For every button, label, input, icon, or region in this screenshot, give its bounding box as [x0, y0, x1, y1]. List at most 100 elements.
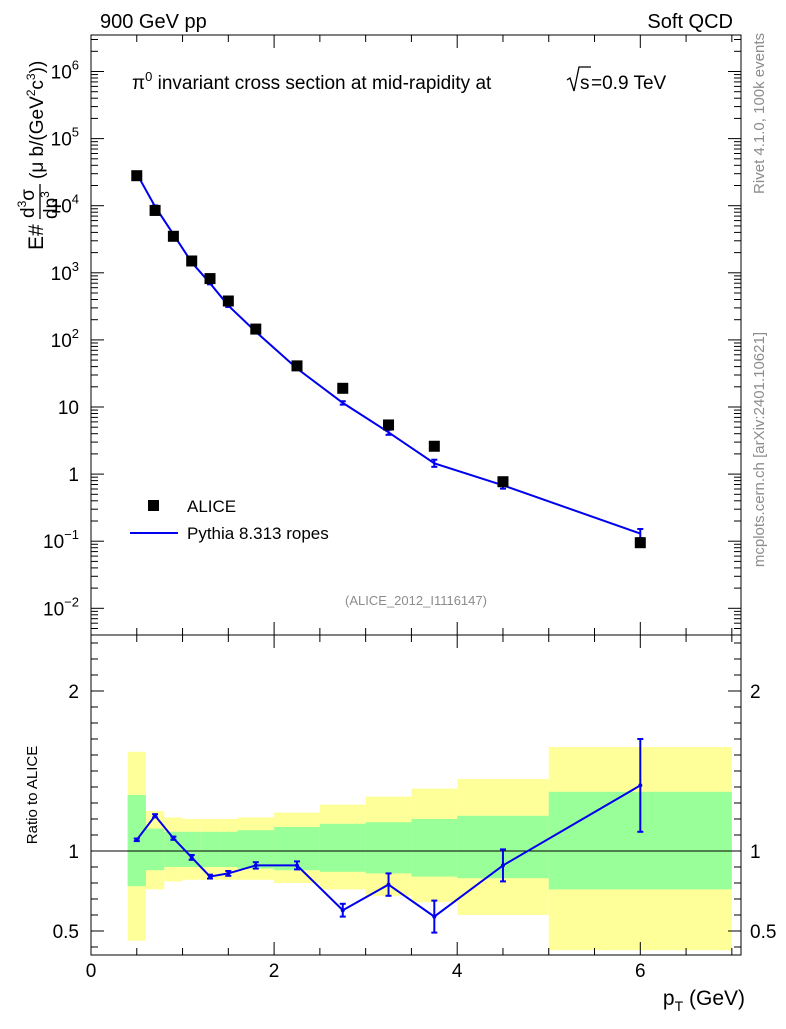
title-prefix: π	[132, 73, 145, 94]
rivet-version-label: Rivet 4.1.0, 100k events	[751, 33, 768, 194]
main-y-tick-label: 10	[58, 398, 79, 419]
sqrt-symbol-icon	[566, 66, 591, 92]
main-y-tick-label-exponent: −1	[64, 527, 79, 542]
ratio-tick-marks	[90, 635, 741, 955]
ratio-y-tick-label-left: 0.5	[53, 922, 79, 943]
ratio-y-tick-label-right: 0.5	[750, 922, 776, 943]
band-inner-bin	[319, 823, 366, 872]
ratio-data-layer	[133, 738, 644, 934]
main-y-tick-label-base: 1	[68, 465, 79, 486]
legend-label-alice: ALICE	[187, 497, 236, 516]
data-point-alice	[149, 204, 161, 216]
legend: ALICE Pythia 8.313 ropes	[130, 497, 329, 543]
main-y-tick-label: 104	[51, 192, 79, 218]
data-point-alice	[634, 537, 646, 549]
data-point-alice	[131, 170, 143, 182]
title-mid: invariant cross section at mid-rapidity …	[152, 73, 492, 94]
data-point-alice	[222, 295, 234, 307]
main-y-tick-label: 106	[51, 58, 79, 84]
band-inner-bin	[164, 831, 183, 867]
band-inner-bin	[219, 831, 238, 867]
band-inner-bin	[145, 828, 165, 871]
x-tick-label: 2	[269, 961, 280, 982]
main-y-tick-label-base: 10	[51, 331, 72, 352]
main-y-tick-label-exponent: 2	[72, 326, 79, 341]
main-y-tick-label-base: 10	[58, 398, 79, 419]
main-y-tick-label: 102	[51, 326, 79, 352]
ylabel-unit-mid: c	[27, 80, 48, 90]
band-inner-bin	[182, 831, 201, 867]
title-sup: 0	[145, 69, 152, 84]
data-point-alice	[291, 360, 303, 372]
svg-text:(μ b/(GeV2c3)): (μ b/(GeV2c3))	[24, 61, 48, 179]
main-y-tick-label-exponent: 4	[72, 192, 79, 207]
ratio-y-tick-label-right: 1	[750, 842, 761, 863]
ratio-y-tick-label-left: 2	[68, 682, 79, 703]
mcplots-label: mcplots.cern.ch [arXiv:2401.10621]	[751, 332, 768, 567]
main-y-tick-label-exponent: 5	[72, 125, 79, 140]
ratio-point	[189, 855, 194, 860]
main-y-tick-label-base: 10	[51, 264, 72, 285]
ratio-point	[253, 863, 258, 868]
ratio-y-tick-label-left: 1	[68, 842, 79, 863]
ylabel-unit-close: ))	[27, 61, 48, 74]
main-y-tick-label: 103	[51, 259, 79, 285]
main-y-tick-label: 105	[51, 125, 79, 151]
header-right-label: Soft QCD	[647, 11, 733, 33]
band-inner-bin	[411, 819, 458, 877]
main-y-tick-label-exponent: 3	[72, 259, 79, 274]
ratio-point	[134, 837, 139, 842]
data-point-alice	[204, 273, 216, 285]
svg-text:dp3: dp3	[38, 191, 62, 219]
main-data-layer	[131, 170, 646, 549]
main-tick-marks	[90, 35, 741, 636]
ratio-point	[386, 882, 391, 887]
ylabel-numerator-sup: 3	[15, 200, 29, 207]
ratio-point	[171, 836, 176, 841]
band-inner-bin	[200, 831, 220, 867]
data-point-alice	[167, 230, 179, 242]
title-suffix: =0.9 TeV	[591, 73, 667, 94]
main-y-tick-label: 1	[68, 465, 79, 486]
xlabel-unit: (GeV)	[683, 987, 745, 1010]
main-y-tick-label-base: 10	[51, 197, 72, 218]
ratio-point	[226, 871, 231, 876]
ratio-tick-labels: 2 2 1 1 0.5 0.5 0 2 4 6	[53, 682, 777, 982]
x-axis-label: pT (GeV)	[663, 987, 745, 1014]
ylabel-unit-open: (μ b/(GeV	[27, 96, 48, 179]
header-left-label: 900 GeV pp	[100, 11, 207, 33]
title-sqrt-arg: s	[580, 73, 590, 94]
ratio-point	[208, 874, 213, 879]
data-point-alice	[337, 382, 349, 394]
ylabel-prefix: E#	[25, 224, 48, 250]
ratio-point	[153, 813, 158, 818]
x-tick-label: 4	[452, 961, 463, 982]
main-y-tick-label-base: 10	[51, 130, 72, 151]
data-point-alice	[497, 476, 509, 488]
xlabel-subscript: T	[675, 998, 684, 1014]
main-y-tick-label-exponent: −2	[64, 594, 79, 609]
ylabel-unit-sup2: 3	[24, 73, 38, 80]
legend-marker-alice	[148, 500, 159, 511]
ratio-point	[294, 863, 299, 868]
ylabel-numerator-sym: σ	[18, 189, 39, 201]
band-inner-bin	[365, 822, 412, 874]
data-point-alice	[428, 440, 440, 452]
main-y-tick-label-base: 10	[43, 599, 64, 620]
ratio-point	[340, 908, 345, 913]
svg-text:E#: E#	[25, 224, 48, 250]
legend-label-pythia: Pythia 8.313 ropes	[187, 524, 329, 543]
ratio-y-axis-label: Ratio to ALICE	[24, 746, 41, 844]
chart-title: π0 invariant cross section at mid-rapidi…	[132, 69, 492, 94]
ratio-y-tick-label-right: 2	[750, 682, 761, 703]
xlabel-symbol: p	[663, 987, 675, 1010]
ylabel-unit-sup1: 2	[24, 89, 38, 96]
ratio-point	[500, 863, 505, 868]
ratio-plot-frame	[90, 634, 742, 956]
ratio-point	[638, 783, 643, 788]
main-y-tick-label-base: 10	[51, 63, 72, 84]
main-y-tick-label-base: 10	[43, 532, 64, 553]
x-tick-label: 6	[635, 961, 646, 982]
